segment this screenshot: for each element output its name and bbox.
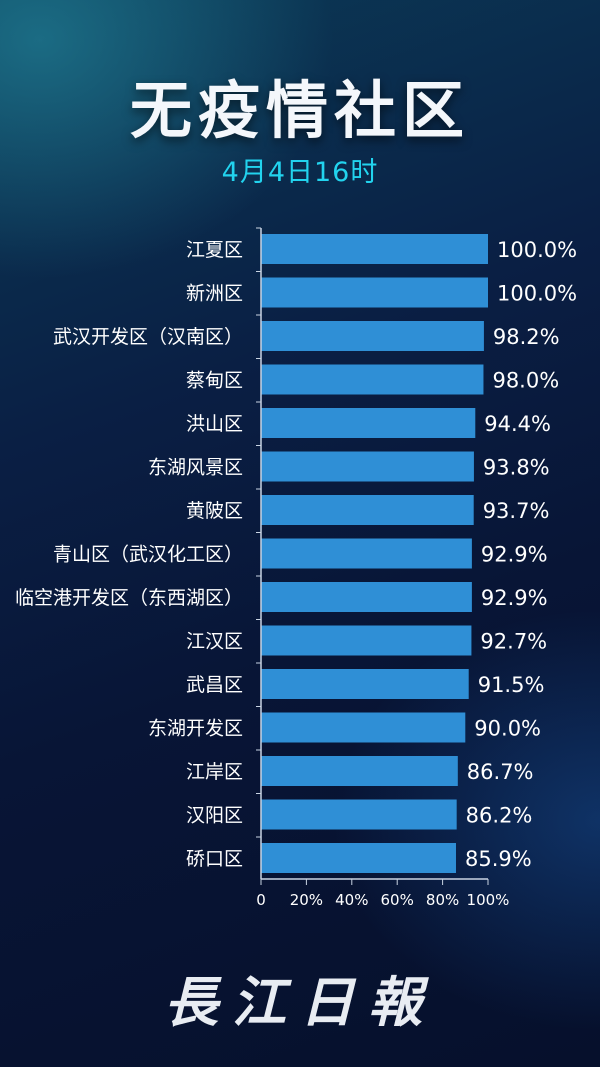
category-label: 汉阳区 <box>186 805 243 827</box>
bar <box>261 321 484 351</box>
bar <box>261 756 458 786</box>
data-label: 92.9% <box>481 543 548 567</box>
category-label: 江岸区 <box>186 761 243 783</box>
data-label: 86.7% <box>467 760 534 784</box>
category-label: 硚口区 <box>186 848 243 870</box>
bar <box>261 669 469 699</box>
data-label: 94.4% <box>484 412 551 436</box>
category-label: 黄陂区 <box>186 500 243 522</box>
x-tick-label: 80% <box>426 891 459 909</box>
category-label: 武汉开发区（汉南区） <box>53 326 243 348</box>
category-label: 新洲区 <box>186 283 243 305</box>
data-label: 85.9% <box>465 847 532 871</box>
page-title: 无疫情社区 <box>129 74 470 147</box>
x-tick-label: 40% <box>335 891 368 909</box>
bar <box>261 364 484 395</box>
category-label: 洪山区 <box>186 413 243 435</box>
data-label: 91.5% <box>478 673 545 697</box>
bar-chart: 江夏区 100.0% 新洲区 100.0% 武汉开发区（汉南区） 98.2% 蔡甸区 98.0… <box>15 227 577 909</box>
bar <box>261 495 474 525</box>
category-label: 江汉区 <box>186 631 243 653</box>
data-label: 100.0% <box>497 282 577 306</box>
newspaper-logo: 長江日報 <box>164 970 436 1034</box>
bar <box>261 625 472 656</box>
category-label: 青山区（武汉化工区） <box>53 544 243 566</box>
x-tick-label: 0 <box>256 891 266 909</box>
data-label: 86.2% <box>466 804 533 828</box>
data-label: 92.7% <box>480 630 547 654</box>
bar <box>261 712 466 743</box>
bar <box>261 234 488 264</box>
bar <box>261 538 472 569</box>
data-label: 98.2% <box>493 325 560 349</box>
chart-subtitle-date: 4月4日16时 <box>221 157 379 188</box>
data-label: 90.0% <box>474 717 541 741</box>
bar <box>261 582 472 612</box>
bar <box>261 451 474 482</box>
x-tick-label: 100% <box>467 891 510 909</box>
data-label: 98.0% <box>492 369 559 393</box>
category-label: 蔡甸区 <box>186 370 243 392</box>
data-label: 100.0% <box>497 238 577 262</box>
bar <box>261 408 476 438</box>
category-label: 临空港开发区（东西湖区） <box>15 587 243 609</box>
category-label: 东湖开发区 <box>148 718 243 740</box>
data-label: 92.9% <box>481 586 548 610</box>
data-label: 93.7% <box>483 499 550 523</box>
category-label: 东湖风景区 <box>148 457 243 479</box>
category-label: 江夏区 <box>186 239 243 261</box>
x-tick-label: 60% <box>381 891 414 909</box>
data-label: 93.8% <box>483 456 550 480</box>
x-tick-label: 20% <box>290 891 323 909</box>
bar <box>261 277 488 308</box>
category-label: 武昌区 <box>186 674 243 696</box>
bar <box>261 799 457 830</box>
bar <box>261 843 456 873</box>
